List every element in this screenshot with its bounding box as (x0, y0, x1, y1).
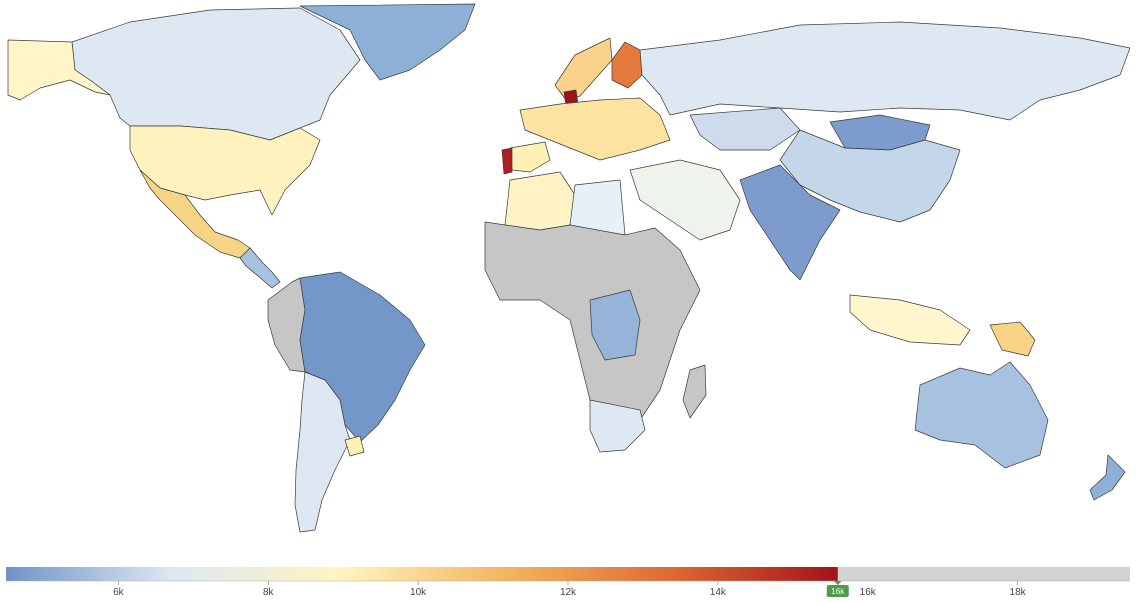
world-choropleth-map (7, 3, 1131, 533)
region-argentina[interactable] (294, 371, 351, 533)
region-portugal[interactable] (501, 147, 513, 175)
region-russia[interactable] (639, 21, 1131, 121)
region-indonesia[interactable] (849, 294, 971, 346)
region-alaska[interactable] (7, 39, 111, 101)
legend-tick-label: 16k (860, 587, 877, 598)
region-madagascar[interactable] (682, 364, 707, 419)
region-dr-congo[interactable] (589, 289, 641, 361)
region-india[interactable] (739, 164, 841, 281)
region-papua-new-guinea[interactable] (989, 321, 1036, 357)
marker-badge (826, 585, 849, 597)
region-uruguay[interactable] (344, 435, 365, 457)
marker-pointer (833, 581, 842, 585)
region-kazakhstan[interactable] (689, 107, 801, 151)
region-australia[interactable] (914, 361, 1049, 469)
legend-tick-label: 14k (710, 587, 727, 598)
region-algeria[interactable] (504, 171, 576, 231)
legend-tick-label: 18k (1010, 587, 1027, 598)
marker-label: 16k (831, 587, 845, 596)
legend-tick-label: 6k (113, 587, 125, 598)
legend-tick-label: 12k (560, 587, 577, 598)
current-value-marker[interactable]: 16k (826, 581, 849, 597)
region-brazil[interactable] (299, 271, 426, 443)
legend-ticks: 6k 8k 10k 12k 14k 18k 16k (113, 581, 1027, 598)
legend-tick-label: 10k (410, 587, 427, 598)
legend-tick-label: 8k (263, 587, 275, 598)
region-central-america[interactable] (239, 247, 281, 289)
region-middle-east[interactable] (629, 159, 741, 241)
region-europe[interactable] (519, 97, 671, 161)
legend-gradient-fill (6, 567, 838, 581)
region-southern-africa[interactable] (589, 399, 646, 453)
region-greenland[interactable] (299, 3, 476, 81)
color-scale-legend: 6k 8k 10k 12k 14k 18k 16k 16k (6, 567, 1130, 598)
region-new-zealand[interactable] (1089, 454, 1126, 501)
